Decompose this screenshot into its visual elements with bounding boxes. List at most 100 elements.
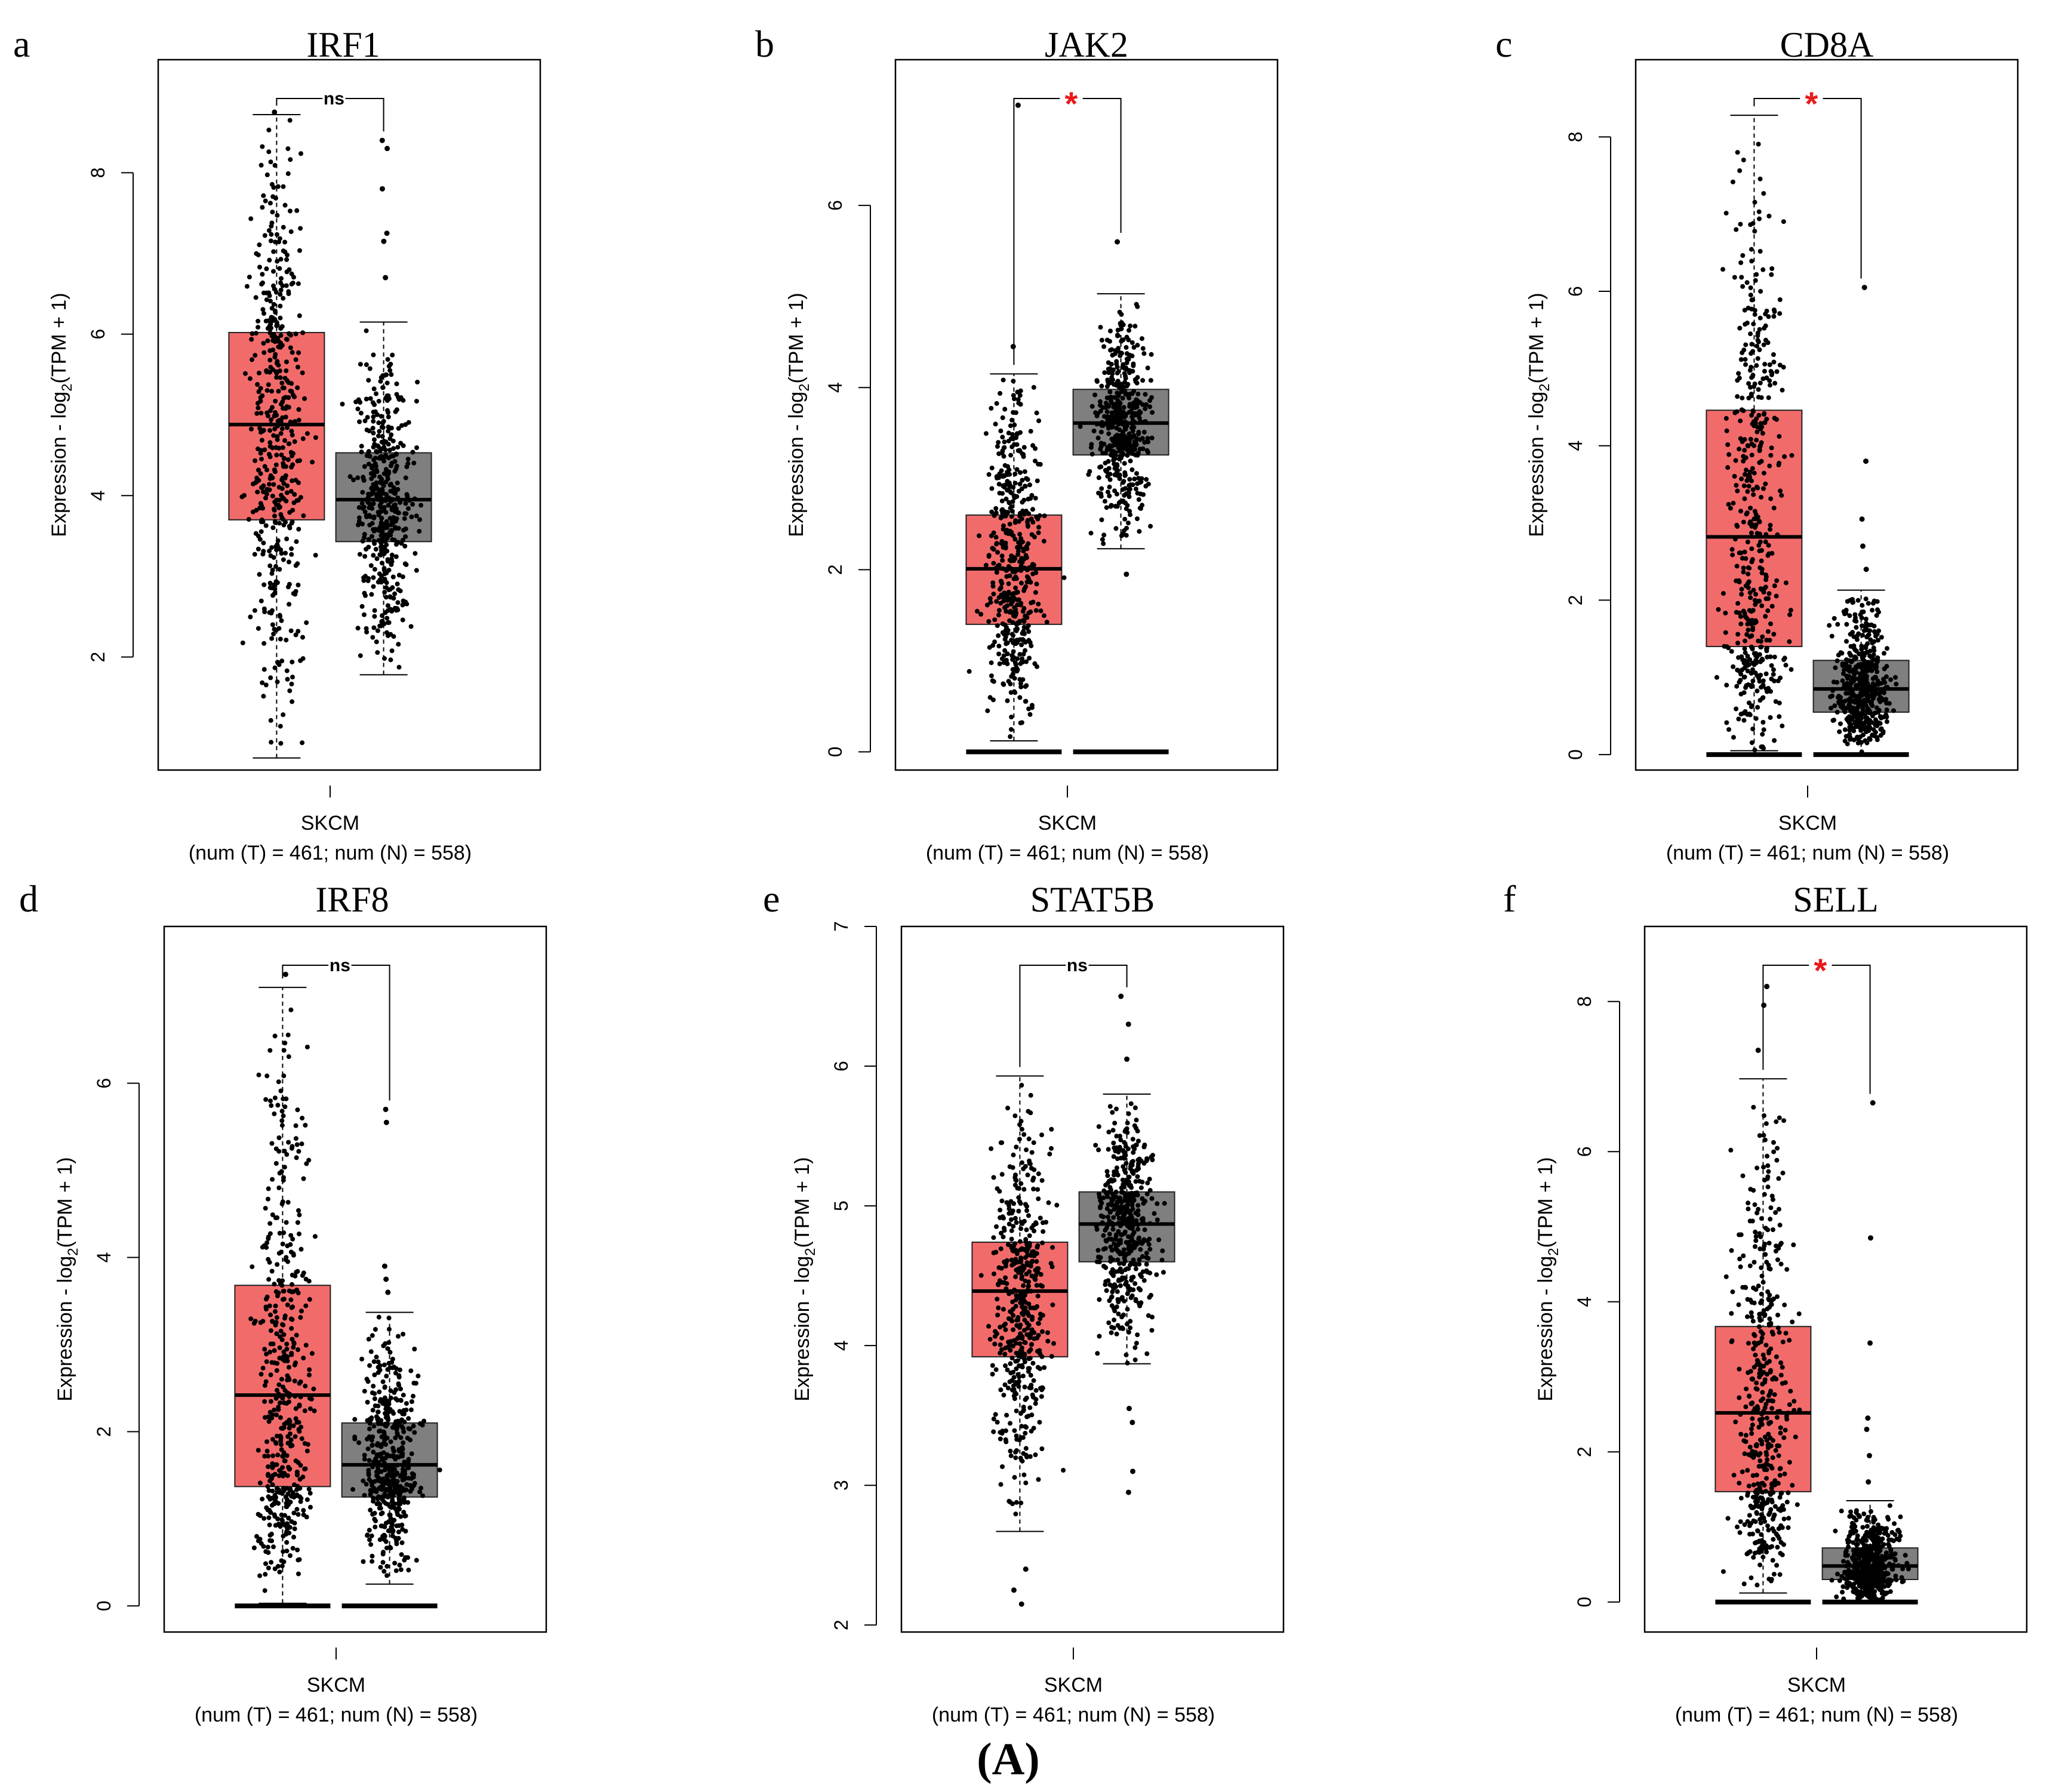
bracket-right: [345, 98, 384, 132]
data-point: [1856, 704, 1861, 709]
data-point: [991, 547, 996, 552]
data-point: [288, 1486, 293, 1492]
data-point: [375, 650, 380, 655]
data-point: [411, 460, 417, 466]
data-point: [376, 399, 381, 404]
data-point: [247, 275, 252, 280]
data-point: [1102, 370, 1107, 375]
data-point: [272, 1095, 278, 1101]
data-point: [264, 388, 270, 393]
data-point: [278, 303, 283, 309]
data-point: [376, 1462, 381, 1467]
data-point: [1000, 507, 1005, 512]
data-point: [1763, 481, 1768, 487]
data-point: [360, 521, 365, 526]
data-point: [388, 632, 393, 637]
data-point: [1132, 324, 1138, 329]
data-point: [1044, 620, 1049, 625]
data-point: [1026, 1213, 1031, 1218]
data-point: [283, 550, 288, 556]
data-point: [284, 1539, 290, 1545]
data-point: [281, 461, 286, 466]
data-point: [394, 381, 399, 386]
data-point: [269, 1268, 275, 1274]
data-point: [999, 450, 1005, 455]
data-point: [1014, 1408, 1019, 1414]
data-point: [1112, 1206, 1117, 1212]
data-point: [287, 510, 293, 515]
data-point: [374, 449, 379, 454]
data-point: [1038, 1316, 1043, 1322]
data-point: [387, 447, 392, 452]
data-point: [374, 639, 379, 645]
data-point: [264, 1351, 269, 1357]
data-point: [399, 541, 404, 546]
data-point: [286, 1140, 291, 1145]
data-point: [1860, 651, 1866, 656]
data-point: [381, 551, 387, 556]
data-point: [1876, 682, 1881, 687]
data-point: [274, 1331, 279, 1337]
data-point: [1025, 1326, 1030, 1331]
data-point: [274, 323, 279, 328]
data-point: [275, 258, 280, 264]
data-point: [1012, 676, 1017, 681]
data-point: [1021, 549, 1026, 554]
data-point: [298, 1246, 304, 1252]
data-point: [304, 1161, 309, 1166]
data-point: [389, 432, 394, 438]
data-point: [1023, 1340, 1028, 1345]
data-point: [268, 473, 273, 478]
data-point: [1122, 1140, 1127, 1145]
data-point: [1746, 618, 1751, 623]
data-point: [1832, 616, 1837, 621]
data-point: [288, 419, 293, 424]
data-point: [1127, 352, 1132, 358]
data-point: [289, 429, 294, 434]
data-point: [303, 1276, 309, 1282]
data-point: [275, 1293, 280, 1298]
data-point: [1118, 454, 1123, 459]
data-point: [1016, 1384, 1021, 1389]
data-point: [1135, 516, 1140, 521]
data-point: [1789, 667, 1794, 672]
data-point: [287, 1425, 292, 1431]
data-point: [285, 1421, 291, 1426]
data-point: [1133, 452, 1138, 458]
data-point: [1723, 211, 1729, 216]
data-point: [258, 519, 264, 525]
data-point: [1855, 598, 1861, 603]
data-point: [1003, 1327, 1008, 1332]
data-point: [414, 1557, 419, 1563]
data-point: [1006, 589, 1011, 595]
data-point: [1114, 1247, 1119, 1252]
data-point: [992, 639, 998, 645]
data-point: [1126, 521, 1131, 526]
data-point: [1000, 566, 1005, 571]
data-point: [277, 612, 282, 618]
data-point: [366, 491, 371, 497]
data-point: [1874, 705, 1879, 710]
data-point: [1013, 639, 1018, 644]
data-point: [295, 1547, 300, 1553]
data-point: [1746, 585, 1751, 590]
data-point: [1741, 458, 1746, 464]
data-point: [290, 1282, 294, 1287]
data-point: [395, 487, 401, 492]
data-point: [1731, 735, 1736, 740]
y-tick-label: 6: [93, 1078, 115, 1089]
data-point: [1752, 651, 1757, 656]
data-point: [398, 1397, 404, 1403]
data-point: [261, 193, 266, 198]
data-point: [278, 512, 284, 517]
data-point: [358, 653, 363, 658]
data-point: [1774, 578, 1780, 583]
data-point: [1003, 1345, 1008, 1351]
data-point: [367, 1528, 372, 1533]
data-point: [1871, 652, 1876, 657]
data-point: [270, 210, 275, 215]
data-point: [1737, 447, 1742, 452]
data-point: [373, 547, 378, 552]
data-point: [1136, 497, 1141, 502]
data-point: [1098, 494, 1104, 499]
